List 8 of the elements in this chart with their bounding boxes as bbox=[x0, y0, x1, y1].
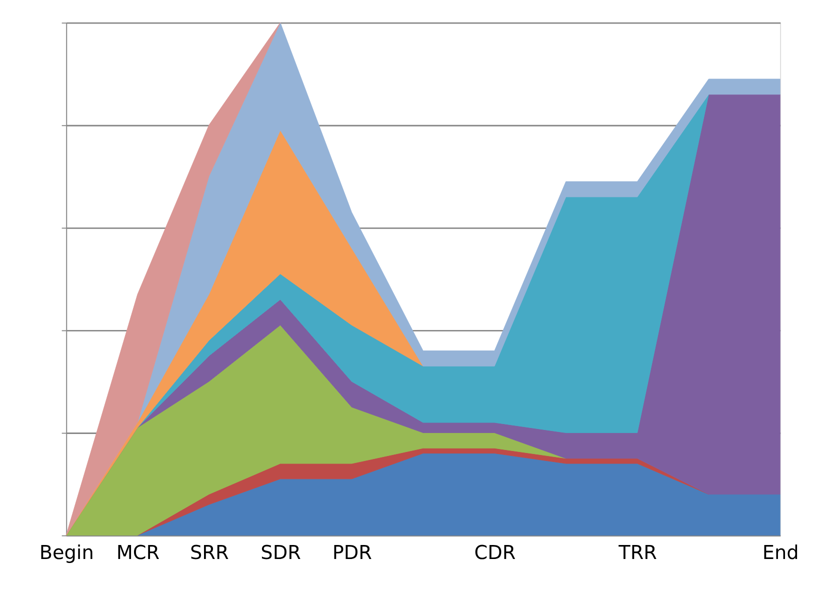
x-tick-label: PDR bbox=[332, 540, 372, 564]
x-tick-label: End bbox=[762, 540, 799, 564]
x-tick-label: SRR bbox=[190, 540, 229, 564]
x-tick-label: SDR bbox=[260, 540, 301, 564]
x-tick-label: CDR bbox=[474, 540, 516, 564]
x-tick-label: MCR bbox=[116, 540, 160, 564]
x-tick-label: Begin bbox=[39, 540, 94, 564]
x-tick-label: TRR bbox=[618, 540, 657, 564]
